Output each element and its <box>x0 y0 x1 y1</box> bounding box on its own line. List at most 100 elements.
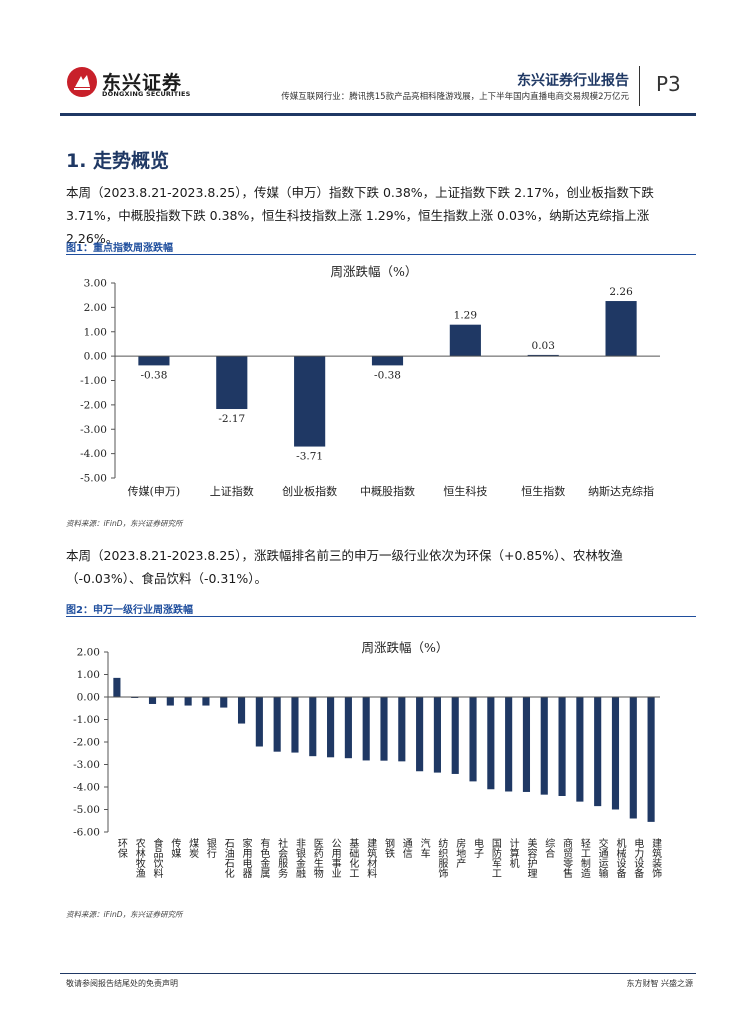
chart2-x-label: 汽车 <box>418 837 430 859</box>
chart2-x-label: 建筑装饰 <box>650 837 662 879</box>
chart2-y-tick-label: 1.00 <box>77 669 100 681</box>
chart2-x-label: 交通运输 <box>596 837 608 879</box>
chart2-title: 周涨跌幅（%） <box>362 640 449 655</box>
chart1-bar <box>216 356 248 410</box>
chart2-x-label: 石油石化 <box>222 838 234 878</box>
chart1-title: 周涨跌幅（%） <box>331 264 418 279</box>
chart2-bar <box>291 697 299 753</box>
chart2-bar <box>309 697 317 757</box>
chart2-bar <box>576 697 584 802</box>
chart1-y-tick-label: 2.00 <box>84 302 107 314</box>
chart2-x-label: 非银金融 <box>293 838 305 879</box>
chart2-bar <box>433 697 441 773</box>
section-title: 1. 走势概览 <box>66 150 170 172</box>
chart1-x-label: 创业板指数 <box>282 484 337 498</box>
chart2-bar <box>237 697 246 724</box>
chart2-x-label: 医药生物 <box>311 838 323 879</box>
chart1-y-ticks: 3.00 2.00 1.00 0.00 -1.00 -2.00 -3.00 -4.00 -5.0… <box>80 278 115 485</box>
chart2-bar <box>380 697 388 761</box>
chart1-x-label: 中概股指数 <box>360 484 415 498</box>
chart2-x-label: 轻工制造 <box>578 837 590 878</box>
chart2-x-labels: 环保 农林牧渔 食品饮料 传媒 煤炭 银行 石油石化 家用电器 有色金属 社会服务 非银金融 医药生物… <box>115 837 661 879</box>
figure2-source: 资料来源：iFinD，东兴证券研究所 <box>66 910 183 919</box>
chart2-y-tick-label: 0.00 <box>77 692 100 704</box>
chart1-x-label: 纳斯达克综指 <box>588 484 654 498</box>
chart1-x-label: 传媒(申万) <box>128 485 181 498</box>
chart1-bar <box>371 356 404 366</box>
chart1-y-tick-label: -4.00 <box>80 448 107 460</box>
chart1-data-labels: -0.38 -2.17 -3.71 -0.38 1.29 0.03 2.26 <box>140 286 633 463</box>
chart1-x-label: 恒生科技 <box>443 484 487 498</box>
chart1-y-tick-label: -5.00 <box>80 473 107 485</box>
figure1-caption-rule <box>66 254 696 255</box>
chart2-bar <box>255 697 263 747</box>
chart2-bars <box>113 677 655 822</box>
chart2-x-label: 机械设备 <box>614 837 626 879</box>
chart2-y-tick-label: -1.00 <box>73 714 100 726</box>
chart1-data-label: -2.17 <box>218 413 245 425</box>
header-divider <box>639 66 640 106</box>
figure1-source: 资料来源：iFinD，东兴证券研究所 <box>66 519 183 528</box>
chart2-bar <box>362 697 370 761</box>
footer-rule <box>60 973 696 974</box>
chart2-bar <box>184 697 192 706</box>
chart2-y-tick-label: -5.00 <box>73 804 100 816</box>
chart1-bar <box>449 324 481 357</box>
figure2-caption-rule <box>66 616 696 617</box>
chart2-bar <box>469 697 477 782</box>
footer-disclaimer: 敬请参阅报告结尾处的免责声明 <box>66 979 178 988</box>
chart2-x-label: 公用事业 <box>329 838 341 878</box>
chart2-bar <box>148 697 157 704</box>
chart1-bar <box>527 354 559 357</box>
chart2-x-label: 商贸零售 <box>561 837 573 879</box>
chart2-x-label: 基础化工 <box>347 837 359 878</box>
chart2-bar <box>487 697 495 790</box>
chart2-x-label: 银行 <box>204 837 216 859</box>
chart2-x-label: 家用电器 <box>240 837 252 879</box>
chart1-bars <box>138 301 637 447</box>
page-header: 东兴证券 DONGXING SECURITIES 东兴证券行业报告 传媒互联网行… <box>0 0 755 120</box>
chart2-bar <box>273 697 281 752</box>
logo-brand-cn: 东兴证券 <box>102 72 183 94</box>
chart2-x-label: 传媒 <box>169 838 181 859</box>
chart2-x-label: 综合 <box>543 837 555 859</box>
footer-slogan: 东方财智 兴盛之源 <box>626 979 693 988</box>
logo-brand-en: DONGXING SECURITIES <box>102 90 191 98</box>
chart1-bar <box>138 356 170 366</box>
index-weekly-change-chart: 周涨跌幅（%） 3.00 2.00 1.00 0.00 -1.00 -2.00 -3.00 -… <box>80 264 660 498</box>
chart2-x-label: 有色金属 <box>258 837 270 879</box>
chart2-x-label: 计算机 <box>507 837 519 869</box>
chart1-x-labels: 传媒(申万) 上证指数 创业板指数 中概股指数 恒生科技 恒生指数 纳斯达克综指 <box>128 484 654 498</box>
chart2-bar <box>611 697 620 810</box>
chart2-bar <box>166 697 174 706</box>
chart2-y-tick-label: -4.00 <box>73 782 100 794</box>
chart1-data-label: -0.38 <box>140 369 167 381</box>
report-subtitle: 传媒互联网行业：腾讯携15款产品亮相科隆游戏展，上下半年国内直播电商交易规模2万… <box>281 92 629 102</box>
chart2-bar <box>416 697 424 772</box>
chart2-x-label: 国防军工 <box>489 838 501 878</box>
chart1-y-tick-label: 1.00 <box>84 326 107 338</box>
chart2-bar <box>344 697 352 759</box>
chart2-bar <box>327 697 335 758</box>
chart2-bar <box>594 697 602 807</box>
chart2-bar <box>202 697 210 706</box>
chart1-data-label: 0.03 <box>532 340 555 352</box>
chart1-x-label: 恒生指数 <box>521 484 565 498</box>
chart1-bar <box>605 301 637 357</box>
chart1-data-label: 2.26 <box>609 286 633 298</box>
chart2-y-ticks: 2.00 1.00 0.00 -1.00 -2.00 -3.00 -4.00 -5.00 -6.… <box>73 647 108 839</box>
chart1-data-label: 1.29 <box>454 310 477 322</box>
chart1-bar <box>294 356 326 447</box>
chart2-bar <box>451 697 459 774</box>
page-number: P3 <box>656 72 681 96</box>
chart1-y-tick-label: -1.00 <box>80 375 107 387</box>
chart2-x-label: 电力设备 <box>632 837 644 879</box>
chart2-bar <box>220 697 228 708</box>
chart1-y-tick-label: 0.00 <box>84 351 107 363</box>
chart2-x-label: 电子 <box>472 837 484 858</box>
dongxing-logo-icon <box>67 67 97 97</box>
chart2-x-label: 通信 <box>400 838 412 859</box>
chart2-bar <box>505 697 513 792</box>
chart2-x-label: 食品饮料 <box>151 837 163 879</box>
chart2-x-label: 建筑材料 <box>365 837 377 879</box>
